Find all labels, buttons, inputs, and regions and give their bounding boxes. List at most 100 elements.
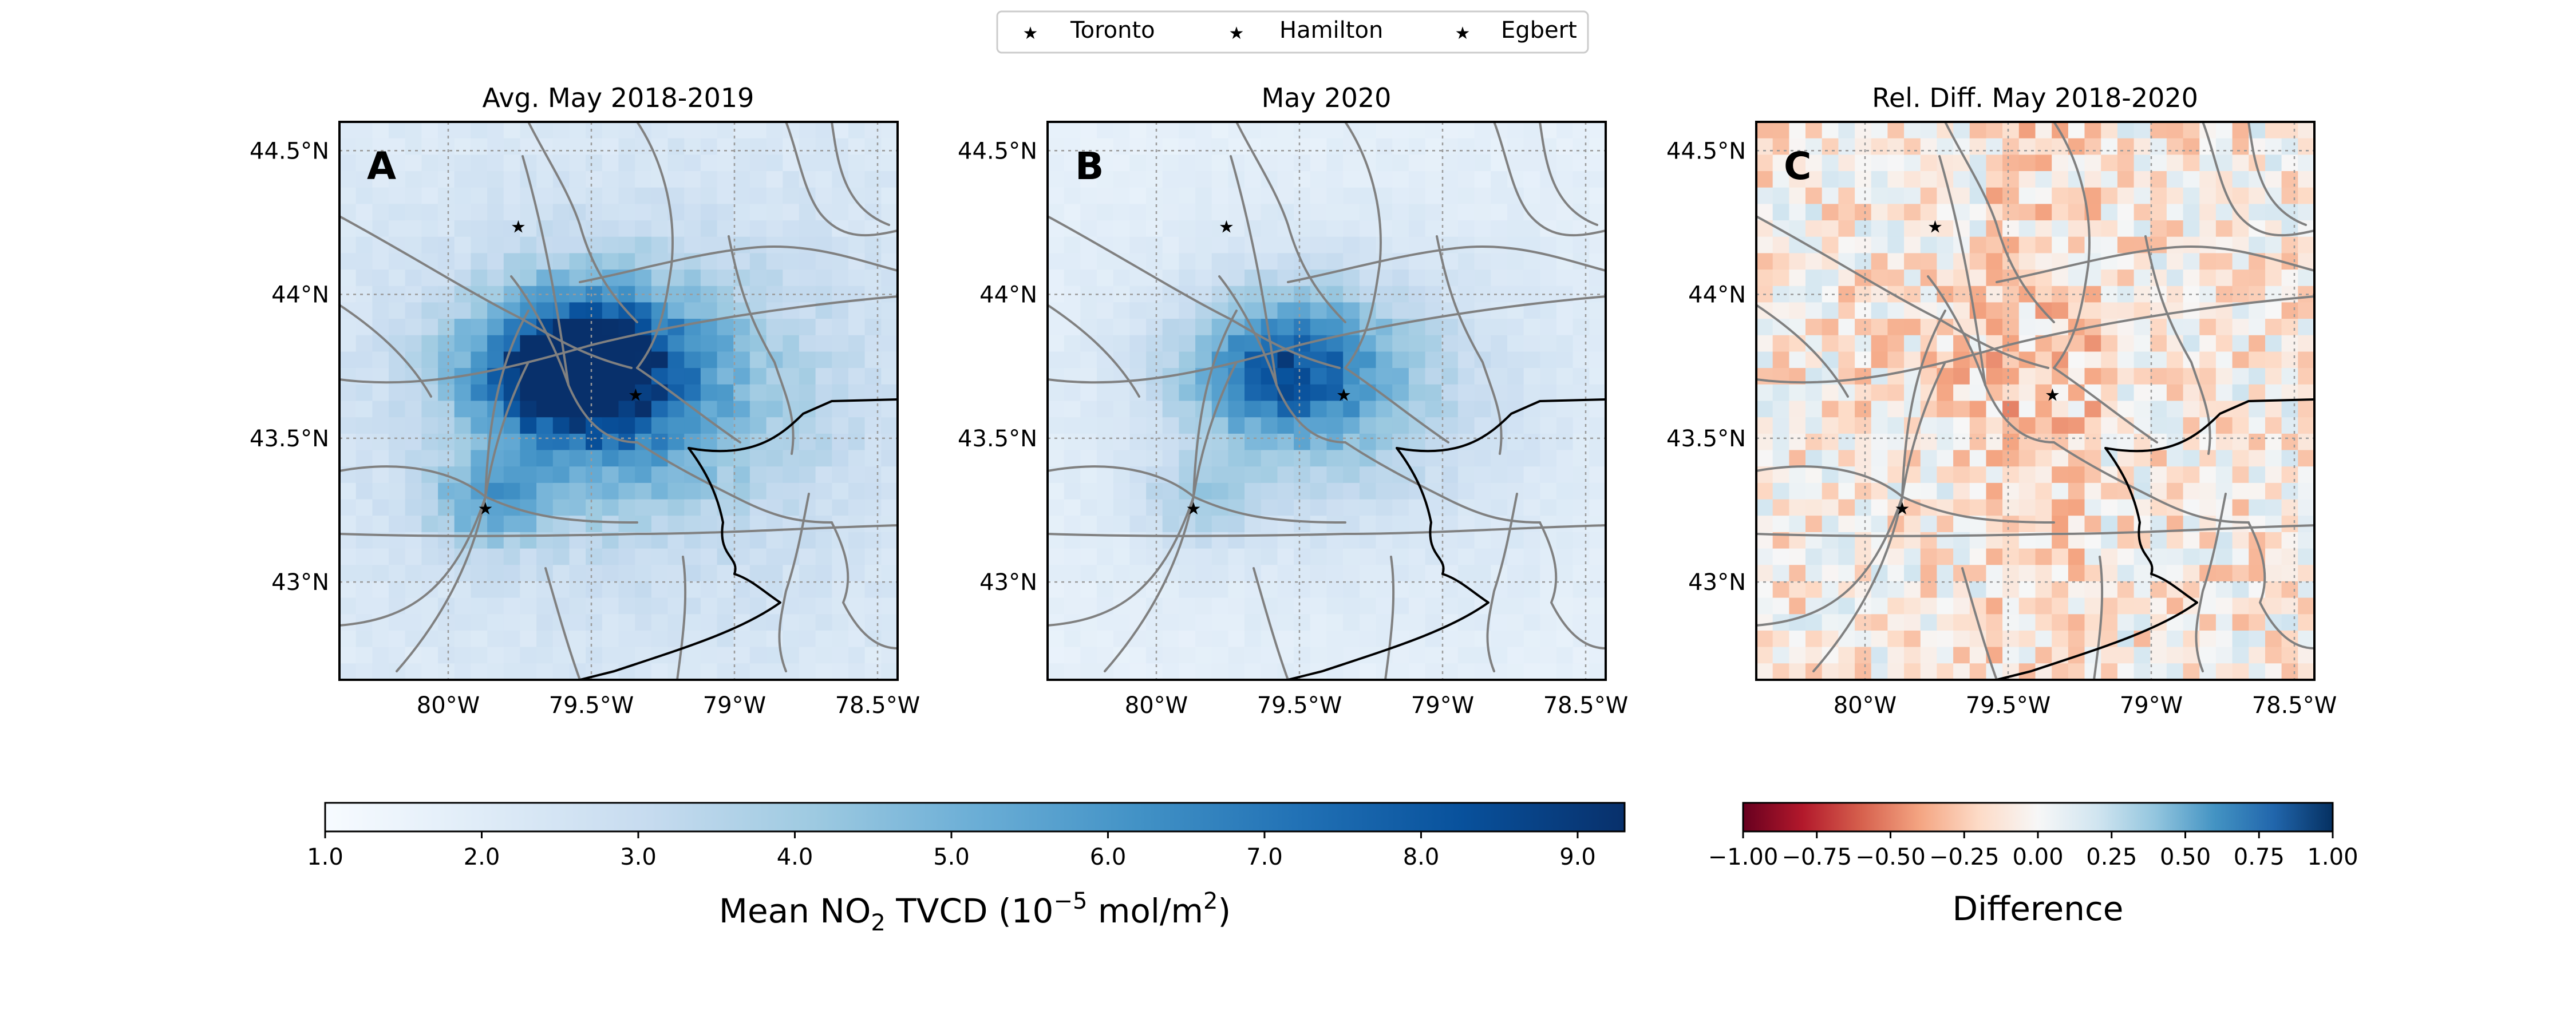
heatmap-cell — [1969, 236, 1987, 253]
heatmap-cell — [1822, 581, 1839, 599]
road — [831, 121, 890, 226]
heatmap-cell — [2035, 319, 2052, 336]
heatmap-cell — [389, 384, 406, 402]
heatmap-cell — [1540, 204, 1557, 221]
heatmap-cell — [1887, 401, 1905, 418]
heatmap-cell — [1491, 433, 1508, 451]
heatmap-cell — [438, 236, 455, 253]
heatmap-cell — [733, 122, 750, 139]
heatmap-cell — [1146, 614, 1163, 631]
heatmap-cell — [1326, 482, 1344, 500]
road — [2053, 367, 2158, 443]
heatmap-cell — [2183, 565, 2200, 582]
heatmap-cell — [1441, 236, 1459, 253]
heatmap-cell — [569, 516, 586, 533]
heatmap-cell — [503, 138, 521, 155]
heatmap-cell — [421, 548, 438, 565]
heatmap-cell — [1425, 138, 1442, 155]
heatmap-cell — [1162, 220, 1179, 237]
heatmap-cell — [1146, 499, 1163, 516]
heatmap-cell — [2134, 663, 2151, 680]
heatmap-cell — [1855, 138, 1872, 155]
heatmap-cell — [1441, 450, 1459, 467]
heatmap-cell — [355, 154, 373, 172]
heatmap-cell — [1838, 548, 1855, 565]
heatmap-cell — [2052, 597, 2069, 615]
heatmap-cell — [2183, 187, 2200, 204]
heatmap-cell — [1195, 171, 1212, 188]
heatmap-cell — [552, 204, 570, 221]
heatmap-cell — [1491, 236, 1508, 253]
heatmap-cell — [717, 138, 734, 155]
heatmap-cell — [503, 581, 521, 599]
heatmap-cell — [1179, 122, 1196, 139]
heatmap-cell — [586, 647, 603, 664]
heatmap-cell — [1457, 368, 1475, 385]
heatmap-cell — [1838, 565, 1855, 582]
heatmap-cell — [1113, 319, 1130, 336]
heatmap-cell — [1969, 581, 1987, 599]
heatmap-cell — [503, 433, 521, 451]
heatmap-cell — [2150, 384, 2167, 402]
road — [1493, 121, 1607, 237]
heatmap-cell — [799, 532, 816, 549]
heatmap-cell — [766, 236, 783, 253]
heatmap-cell — [2002, 171, 2020, 188]
heatmap-cell — [799, 253, 816, 270]
heatmap-cell — [864, 450, 882, 467]
heatmap-cell — [1228, 450, 1245, 467]
heatmap-cell — [2232, 138, 2249, 155]
heatmap-cell — [1425, 663, 1442, 680]
heatmap-cell — [1228, 204, 1245, 221]
heatmap-cell — [1441, 138, 1459, 155]
heatmap-cell — [1277, 236, 1294, 253]
heatmap-cell — [1195, 516, 1212, 533]
heatmap-cell — [471, 220, 488, 237]
heatmap-cell — [1953, 614, 1970, 631]
heatmap-cell — [1244, 450, 1262, 467]
heatmap-cell — [1887, 417, 1905, 434]
heatmap-cell — [717, 204, 734, 221]
heatmap-cell — [749, 253, 767, 270]
lake-ontario-shoreline — [579, 398, 898, 681]
heatmap-cell — [618, 647, 635, 664]
heatmap-cell — [2068, 482, 2085, 500]
heatmap-cell — [1310, 417, 1327, 434]
heatmap-cell — [1953, 466, 1970, 484]
heatmap-cell — [1556, 401, 1574, 418]
heatmap-cell — [1920, 236, 1938, 253]
heatmap-cell — [355, 286, 373, 303]
heatmap-cell — [1855, 154, 1872, 172]
heatmap-cell — [2002, 581, 2020, 599]
heatmap-cell — [2199, 220, 2217, 237]
heatmap-cell — [520, 647, 537, 664]
heatmap-cell — [766, 565, 783, 582]
heatmap-cell — [421, 597, 438, 615]
heatmap-cell — [454, 597, 471, 615]
heatmap-cell — [1904, 548, 1921, 565]
heatmap-cell — [2298, 122, 2315, 139]
heatmap-cell — [1871, 302, 1888, 319]
heatmap-cell — [1871, 122, 1888, 139]
heatmap-cell — [1113, 417, 1130, 434]
heatmap-cell — [503, 647, 521, 664]
x-axis-ticks: 80°W 79.5°W 79°W 78.5°W — [417, 692, 920, 719]
heatmap-cell — [1474, 482, 1491, 500]
heatmap-cell — [1211, 516, 1229, 533]
heatmap-cell — [1261, 647, 1278, 664]
heatmap-cell — [389, 154, 406, 172]
heatmap-cell — [339, 663, 357, 680]
heatmap-cell — [2166, 548, 2184, 565]
heatmap-cell — [1457, 417, 1475, 434]
heatmap-cell — [1789, 302, 1806, 319]
heatmap-cell — [1425, 516, 1442, 533]
heatmap-cell — [2215, 597, 2233, 615]
heatmap-cell — [864, 532, 882, 549]
heatmap-cell — [1589, 647, 1606, 664]
heatmap-cell — [1589, 270, 1606, 287]
heatmap-cell — [749, 417, 767, 434]
heatmap-cell — [1789, 351, 1806, 369]
heatmap-cell — [339, 516, 357, 533]
heatmap-cell — [1457, 401, 1475, 418]
heatmap-cell — [766, 204, 783, 221]
